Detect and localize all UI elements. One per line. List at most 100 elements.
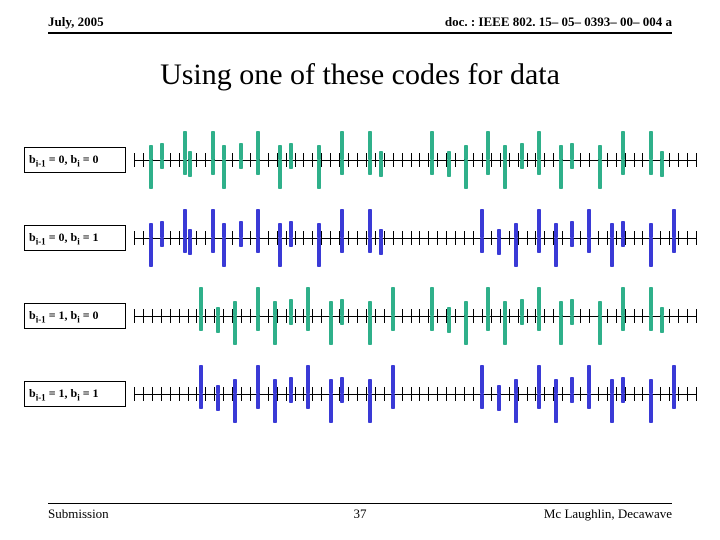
pulse bbox=[317, 216, 321, 260]
tick bbox=[303, 309, 304, 323]
tick bbox=[348, 153, 349, 167]
pulse bbox=[610, 372, 614, 416]
tick bbox=[214, 387, 215, 401]
tick bbox=[384, 231, 385, 245]
tick bbox=[411, 309, 412, 323]
tick bbox=[188, 387, 189, 401]
pulse bbox=[340, 216, 344, 260]
tick bbox=[616, 309, 617, 323]
tick bbox=[366, 153, 367, 167]
tick bbox=[357, 309, 358, 323]
tick bbox=[678, 231, 679, 245]
tick bbox=[366, 387, 367, 401]
pulse bbox=[368, 138, 372, 182]
pulse bbox=[537, 216, 541, 260]
tick bbox=[384, 309, 385, 323]
tick bbox=[500, 153, 501, 167]
tick bbox=[518, 309, 519, 323]
tick bbox=[250, 153, 251, 167]
tick bbox=[419, 231, 420, 245]
pulse bbox=[480, 372, 484, 416]
tick bbox=[357, 231, 358, 245]
slide-header: July, 2005 doc. : IEEE 802. 15– 05– 0393… bbox=[48, 14, 672, 34]
tick bbox=[134, 153, 135, 167]
tick bbox=[393, 153, 394, 167]
pulse bbox=[559, 138, 563, 182]
tick bbox=[553, 153, 554, 167]
pulse bbox=[273, 372, 277, 416]
tick bbox=[634, 231, 635, 245]
tick bbox=[527, 309, 528, 323]
tick bbox=[607, 309, 608, 323]
pulse bbox=[329, 294, 333, 338]
pulse bbox=[537, 372, 541, 416]
tick bbox=[509, 231, 510, 245]
pulse bbox=[233, 372, 237, 416]
pulse bbox=[430, 138, 434, 182]
tick bbox=[268, 153, 269, 167]
tick bbox=[491, 231, 492, 245]
pulse bbox=[368, 294, 372, 338]
slide-footer: Submission 37 Mc Laughlin, Decawave bbox=[48, 503, 672, 522]
tick bbox=[277, 387, 278, 401]
pulse bbox=[340, 381, 344, 407]
pulse bbox=[289, 225, 293, 251]
pulse bbox=[256, 372, 260, 416]
tick bbox=[277, 309, 278, 323]
waveform-row-label: bi-1 = 0, bi = 1 bbox=[24, 225, 126, 251]
tick bbox=[402, 309, 403, 323]
tick bbox=[500, 309, 501, 323]
pulse bbox=[391, 372, 395, 416]
tick bbox=[473, 153, 474, 167]
tick bbox=[214, 309, 215, 323]
tick bbox=[687, 231, 688, 245]
waveform-axis-area bbox=[134, 286, 696, 346]
tick bbox=[642, 231, 643, 245]
tick bbox=[179, 309, 180, 323]
pulse bbox=[660, 303, 664, 329]
pulse bbox=[621, 381, 625, 407]
tick bbox=[669, 231, 670, 245]
tick bbox=[196, 309, 197, 323]
tick bbox=[616, 387, 617, 401]
tick bbox=[250, 387, 251, 401]
tick bbox=[152, 387, 153, 401]
tick bbox=[321, 309, 322, 323]
tick bbox=[303, 153, 304, 167]
tick bbox=[241, 309, 242, 323]
tick bbox=[161, 387, 162, 401]
pulse bbox=[306, 294, 310, 338]
tick bbox=[687, 387, 688, 401]
pulse bbox=[447, 303, 451, 329]
tick bbox=[312, 231, 313, 245]
pulse bbox=[486, 294, 490, 338]
tick bbox=[321, 153, 322, 167]
pulse bbox=[503, 294, 507, 338]
pulse bbox=[610, 216, 614, 260]
tick bbox=[286, 387, 287, 401]
pulse bbox=[514, 372, 518, 416]
waveform-panel: bi-1 = 0, bi = 0bi-1 = 0, bi = 1bi-1 = 1… bbox=[24, 128, 696, 440]
pulse bbox=[306, 372, 310, 416]
pulse bbox=[329, 372, 333, 416]
tick bbox=[607, 231, 608, 245]
tick bbox=[642, 387, 643, 401]
tick bbox=[696, 309, 697, 323]
pulse bbox=[273, 294, 277, 338]
footer-left: Submission bbox=[48, 506, 109, 522]
tick bbox=[580, 309, 581, 323]
pulse bbox=[233, 294, 237, 338]
tick bbox=[312, 309, 313, 323]
tick bbox=[509, 309, 510, 323]
tick bbox=[607, 153, 608, 167]
tick bbox=[402, 153, 403, 167]
slide-title: Using one of these codes for data bbox=[0, 58, 720, 92]
waveform-axis-area bbox=[134, 208, 696, 268]
pulse bbox=[199, 372, 203, 416]
tick bbox=[286, 231, 287, 245]
waveform-row: bi-1 = 1, bi = 0 bbox=[24, 284, 696, 348]
tick bbox=[196, 153, 197, 167]
pulse bbox=[554, 216, 558, 260]
tick bbox=[473, 309, 474, 323]
tick bbox=[170, 387, 171, 401]
